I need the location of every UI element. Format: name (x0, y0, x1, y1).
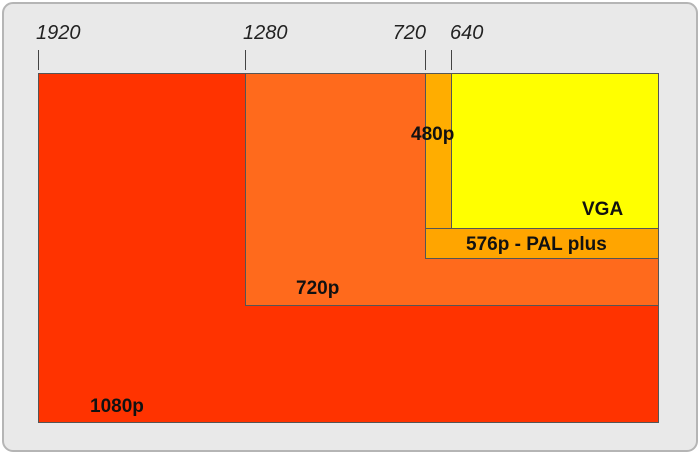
region-vga (451, 73, 659, 229)
region-label: 720p (296, 278, 339, 299)
tick-label: 1280 (243, 22, 288, 44)
tick-label: 720 (393, 22, 426, 44)
region-label: 480p (411, 124, 454, 145)
tick-label: 1920 (36, 22, 81, 44)
region-label: 576p - PAL plus (466, 234, 607, 255)
tick-label: 640 (450, 22, 483, 44)
region-label: 1080p (90, 396, 144, 417)
region-label: VGA (582, 199, 623, 220)
